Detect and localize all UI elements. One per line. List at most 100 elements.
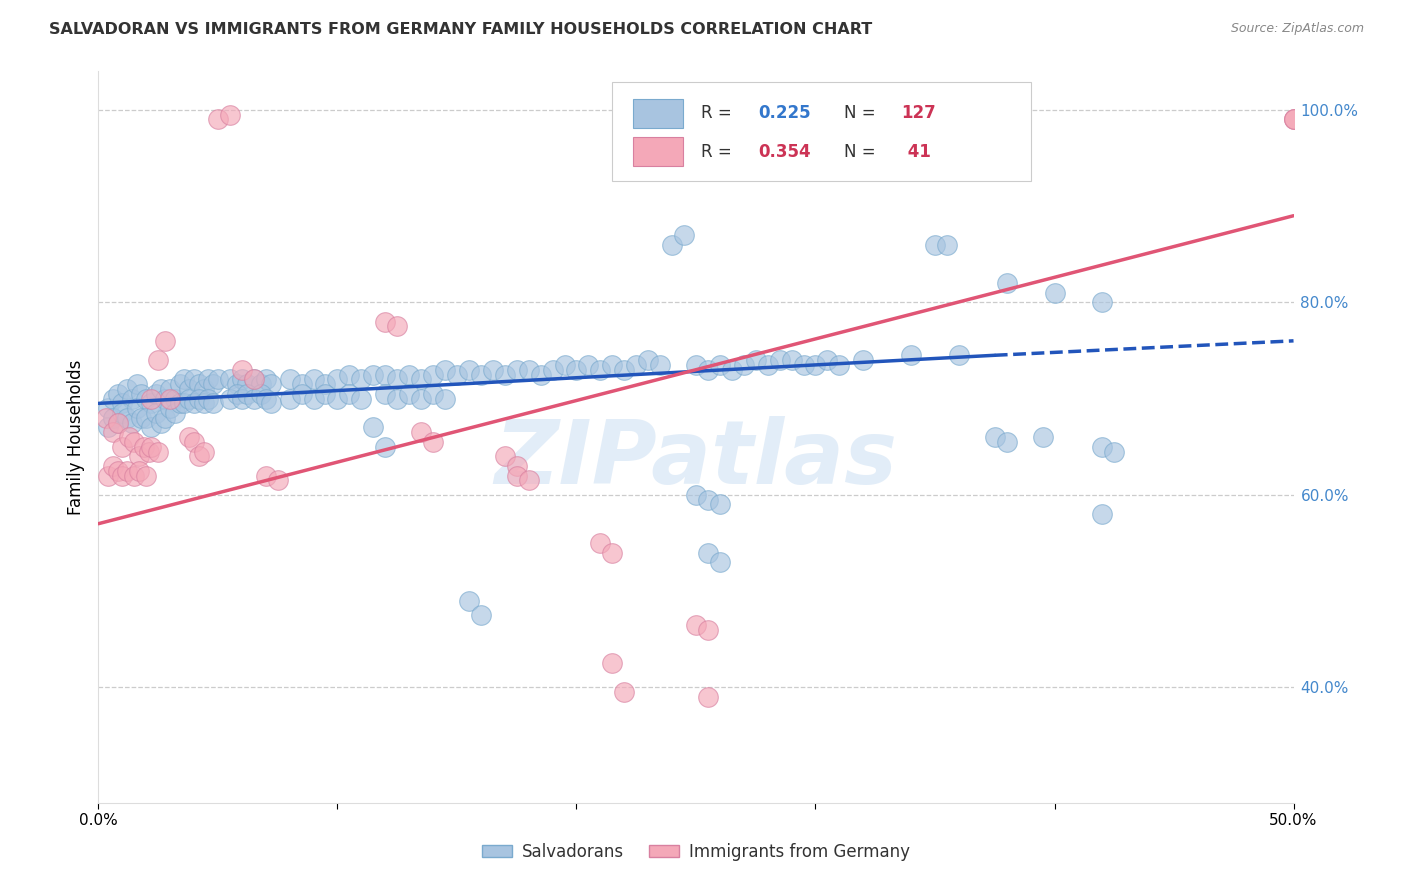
Point [697,492,720,507]
Point [315,386,337,401]
Point [183,372,205,386]
Point [984,430,1007,444]
Point [374,368,396,382]
Point [243,392,266,406]
Point [278,392,301,406]
Point [121,392,143,406]
Point [145,406,167,420]
Point [235,377,257,392]
Point [530,368,553,382]
Point [446,368,468,382]
Point [155,392,177,406]
Point [326,372,349,386]
Point [1282,112,1305,127]
Point [685,488,707,502]
Point [135,468,157,483]
Point [517,362,540,376]
Point [125,401,148,416]
Point [111,406,134,420]
Point [1091,440,1114,454]
Point [1091,507,1114,521]
Point [900,348,922,362]
Point [250,386,273,401]
Point [458,362,481,376]
Point [173,396,195,410]
Point [173,372,195,386]
Point [291,377,314,392]
Point [139,420,162,434]
Text: 0.354: 0.354 [758,143,811,161]
Point [125,377,148,392]
Point [494,368,516,382]
Point [709,498,731,512]
Point [111,396,134,410]
Point [179,382,201,396]
Point [828,358,851,372]
Point [267,474,290,488]
Point [250,377,273,392]
Point [179,430,201,444]
Point [613,362,636,376]
Point [118,430,141,444]
Point [259,377,281,392]
Point [768,353,790,368]
Point [745,353,768,368]
Point [1091,295,1114,310]
Point [422,434,444,449]
Point [219,372,242,386]
Point [721,362,744,376]
Point [374,386,396,401]
Point [231,372,253,386]
Point [936,237,959,252]
Point [302,392,325,406]
Point [506,362,529,376]
Point [169,377,191,392]
Text: SALVADORAN VS IMMIGRANTS FROM GERMANY FAMILY HOUSEHOLDS CORRELATION CHART: SALVADORAN VS IMMIGRANTS FROM GERMANY FA… [49,22,873,37]
Point [541,362,564,376]
Point [145,386,167,401]
Text: R =: R = [700,143,737,161]
Point [148,353,170,368]
Point [422,386,444,401]
Text: N =: N = [844,143,882,161]
Point [613,685,636,699]
Point [187,450,209,464]
Point [697,690,720,704]
Point [326,392,349,406]
Point [132,440,155,454]
Point [374,440,396,454]
Point [101,410,124,425]
Point [243,372,266,386]
Point [124,434,146,449]
Point [398,368,420,382]
Point [661,237,683,252]
Point [226,377,249,392]
Point [852,353,875,368]
Point [231,392,253,406]
Point [101,392,124,406]
Point [458,593,481,607]
Point [138,444,160,458]
Point [115,382,138,396]
Point [756,358,779,372]
Point [254,392,277,406]
Point [115,410,138,425]
Point [411,392,433,406]
Point [470,608,492,623]
Point [685,617,707,632]
Point [139,392,162,406]
Point [97,420,120,434]
Point [350,392,373,406]
Point [149,416,172,430]
Point [107,416,129,430]
Point [398,386,420,401]
Point [363,420,385,434]
Point [506,458,529,473]
Point [124,468,146,483]
Point [163,392,186,406]
Point [815,353,838,368]
Point [385,319,409,334]
Point [254,372,277,386]
Point [187,377,209,392]
Point [115,464,138,478]
